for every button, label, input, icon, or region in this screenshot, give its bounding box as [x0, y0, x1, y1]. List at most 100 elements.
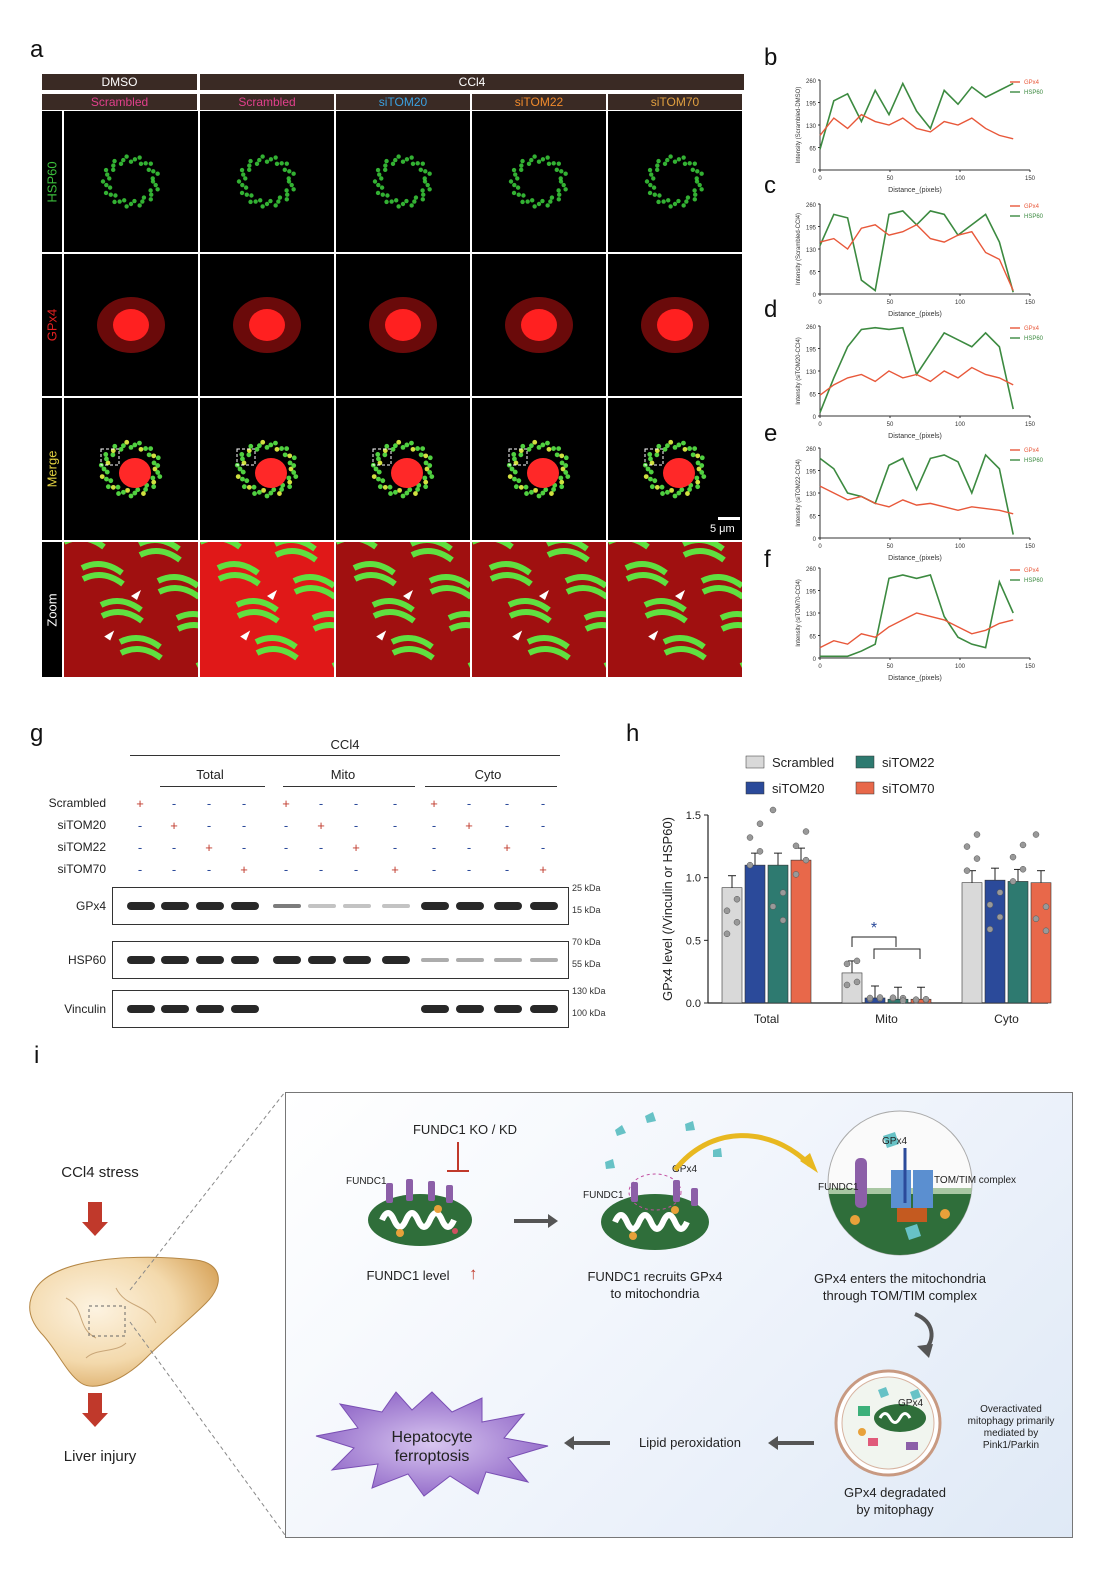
g-band	[196, 956, 224, 964]
legend-gpx4: GPx4	[1024, 204, 1040, 210]
g-band	[231, 956, 259, 964]
hsp60-line	[820, 573, 1014, 658]
y-tick-label: 0	[813, 293, 817, 299]
bar	[984, 879, 1006, 1004]
stress-down-arrow-icon	[88, 1202, 102, 1224]
plus-sign: +	[136, 796, 144, 811]
y-tick-label: 130	[806, 370, 817, 376]
ferroptosis-label: Hepatocyte ferroptosis	[391, 1429, 473, 1465]
g-blot-box	[112, 941, 569, 979]
g-band	[494, 958, 522, 962]
x-axis-label: Distance_(pixels)	[888, 555, 942, 562]
y-tick-label: 130	[806, 248, 817, 254]
g-band	[161, 1005, 189, 1013]
microscopy-cell	[608, 111, 742, 252]
bar-dot	[889, 994, 897, 1001]
y-tick-label: 260	[806, 325, 817, 331]
minus-sign: -	[540, 818, 546, 833]
g-band	[273, 904, 301, 908]
x-axis-label: Distance_(pixels)	[888, 675, 942, 682]
g-blot-name: GPx4	[75, 899, 106, 913]
bar-dot	[866, 994, 874, 1002]
minus-sign: -	[241, 796, 247, 811]
x-tick-label: 100	[955, 300, 966, 306]
arrow-right-1-icon	[514, 1219, 550, 1223]
g-kda-marker: 130 kDa	[572, 986, 606, 996]
bar-dot	[733, 919, 741, 926]
bar-category-label: Mito	[875, 1012, 898, 1026]
legend-hsp60: HSP60	[1024, 578, 1044, 584]
legend-swatch	[745, 781, 765, 795]
ccl4-stress-label: CCl4 stress	[61, 1164, 139, 1181]
panel-letter-f: f	[764, 546, 771, 573]
row-label: Zoom	[42, 542, 62, 677]
arrowhead-right-1-icon	[548, 1214, 558, 1228]
bar-dot	[779, 917, 787, 924]
g-band	[530, 958, 558, 962]
legend-gpx4: GPx4	[1024, 448, 1040, 454]
bar-dot	[963, 843, 971, 850]
arrowhead-left-3-icon	[564, 1436, 574, 1450]
plus-sign: +	[465, 818, 473, 833]
bar-y-tick: 1.5	[686, 810, 701, 822]
minus-sign: -	[504, 818, 510, 833]
bar-dot	[1019, 866, 1027, 873]
minus-sign: -	[318, 840, 324, 855]
injury-down-arrow-icon	[88, 1393, 102, 1415]
condition-header: siTOM70	[608, 94, 742, 110]
stress-down-arrowhead-icon	[82, 1222, 108, 1236]
condition-header: Scrambled	[42, 94, 197, 110]
legend-hsp60: HSP60	[1024, 214, 1044, 220]
y-tick-label: 0	[813, 657, 817, 663]
minus-sign: -	[137, 862, 143, 877]
mitochondrion-2-icon	[601, 1112, 722, 1250]
y-tick-label: 130	[806, 124, 817, 130]
plus-sign: +	[430, 796, 438, 811]
minus-sign: -	[206, 796, 212, 811]
bar-dot	[1032, 915, 1040, 923]
g-condition-label: Scrambled	[48, 796, 106, 810]
panel-letter-d: d	[764, 296, 778, 323]
x-tick-label: 150	[1025, 422, 1036, 428]
minus-sign: -	[466, 840, 472, 855]
significance-star: *	[871, 920, 877, 937]
arrowhead-left-2-icon	[768, 1436, 778, 1450]
plus-sign: +	[352, 840, 360, 855]
bar-dot	[802, 828, 810, 835]
g-band	[421, 902, 449, 910]
microscopy-cell	[200, 254, 334, 396]
bar-dot	[843, 960, 851, 968]
bar-y-tick: 0.0	[686, 998, 701, 1010]
x-axis-label: Distance_(pixels)	[888, 187, 942, 194]
bar-dot	[723, 930, 731, 938]
hsp60-line	[819, 453, 1014, 535]
bar	[790, 859, 812, 1004]
panel-letter-e: e	[764, 420, 778, 447]
g-band	[308, 904, 336, 908]
y-tick-label: 130	[806, 492, 817, 498]
g-band	[421, 1005, 449, 1013]
row-label: HSP60	[42, 111, 62, 252]
row-label: Merge	[42, 398, 62, 540]
microscopy-cell	[608, 254, 742, 396]
bar	[744, 864, 766, 1004]
up-arrow-icon: ↑	[469, 1264, 478, 1283]
legend-label: siTOM20	[772, 781, 825, 796]
x-tick-label: 150	[1025, 300, 1036, 306]
mitophagy-icon	[834, 1369, 942, 1477]
x-tick-label: 100	[955, 664, 966, 670]
fundc1-label-1: FUNDC1	[346, 1176, 387, 1187]
bar	[721, 887, 743, 1004]
fundc1-label-3: FUNDC1	[818, 1182, 859, 1193]
arrow-left-2-icon	[778, 1441, 814, 1445]
line-plot-e: 260 195 130 65 00 50 100 150 Distance_(pixels) In…	[796, 447, 1044, 562]
panel-letter-i: i	[34, 1042, 40, 1069]
y-tick-label: 130	[806, 612, 817, 618]
injury-down-arrowhead-icon	[82, 1413, 108, 1427]
y-tick-label: 0	[813, 169, 817, 175]
bar-dot	[1009, 853, 1017, 861]
y-axis-label: Intensity (Scrambled-CCl4)	[796, 213, 802, 285]
plus-sign: +	[539, 862, 547, 877]
gpx4-line	[819, 223, 1014, 291]
panel-h-bar-chart: GPx4 level (/Vinculin or HSP60) 0.0 0.5 1.0…	[660, 755, 1052, 1026]
